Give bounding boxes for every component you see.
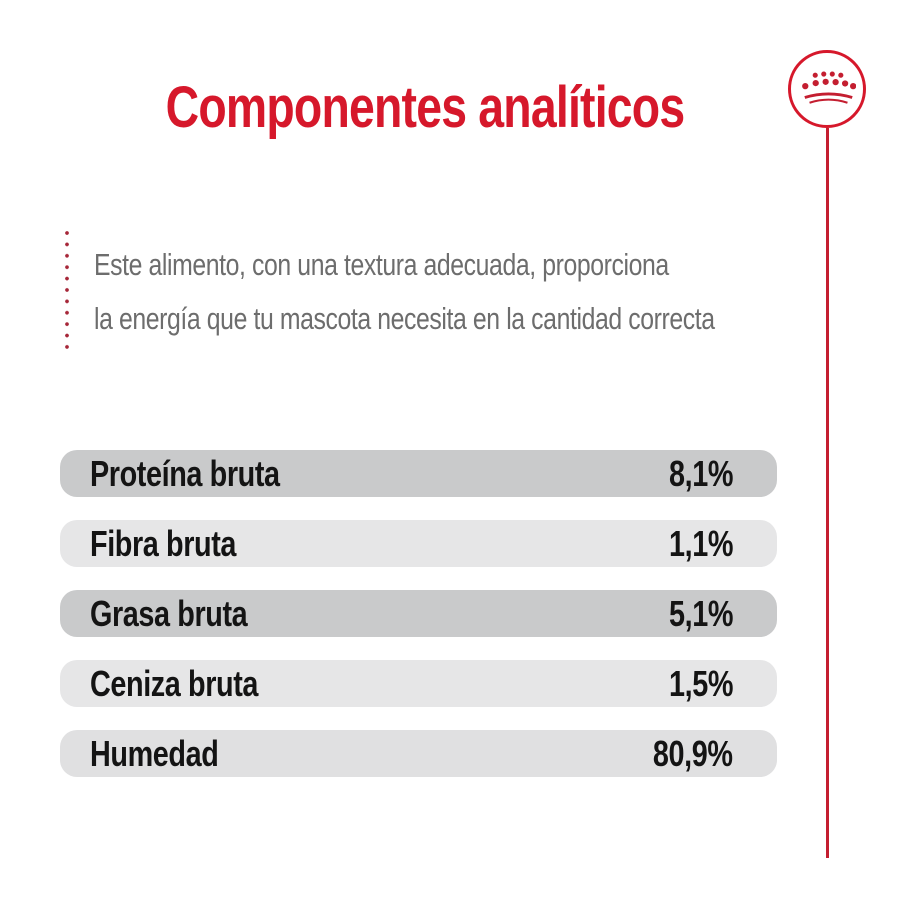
row-label: Proteína bruta bbox=[90, 452, 280, 494]
nutrition-table: Proteína bruta 8,1% Fibra bruta 1,1% Gra… bbox=[60, 450, 777, 800]
row-label: Fibra bruta bbox=[90, 522, 237, 564]
intro-line-1: Este alimento, con una textura adecuada,… bbox=[94, 247, 669, 282]
row-value: 80,9% bbox=[653, 732, 733, 774]
table-row-grasa: Grasa bruta 5,1% bbox=[60, 590, 777, 637]
crown-icon bbox=[802, 71, 856, 104]
row-value: 5,1% bbox=[668, 592, 733, 634]
table-row-proteina: Proteína bruta 8,1% bbox=[60, 450, 777, 497]
intro-text: Este alimento, con una textura adecuada,… bbox=[94, 238, 870, 346]
row-value: 1,5% bbox=[668, 662, 733, 704]
table-row-ceniza: Ceniza bruta 1,5% bbox=[60, 660, 777, 707]
row-label: Grasa bruta bbox=[90, 592, 248, 634]
table-row-humedad: Humedad 80,9% bbox=[60, 730, 777, 777]
row-label: Ceniza bruta bbox=[90, 662, 259, 704]
row-label: Humedad bbox=[90, 732, 219, 774]
brand-logo-circle bbox=[788, 50, 866, 128]
dotted-accent-line bbox=[64, 230, 70, 356]
intro-line-2: la energía que tu mascota necesita en la… bbox=[94, 301, 715, 336]
vertical-divider-line bbox=[826, 128, 829, 858]
page-title: Componentes analíticos bbox=[165, 75, 685, 140]
row-value: 1,1% bbox=[668, 522, 733, 564]
row-value: 8,1% bbox=[668, 452, 733, 494]
table-row-fibra: Fibra bruta 1,1% bbox=[60, 520, 777, 567]
